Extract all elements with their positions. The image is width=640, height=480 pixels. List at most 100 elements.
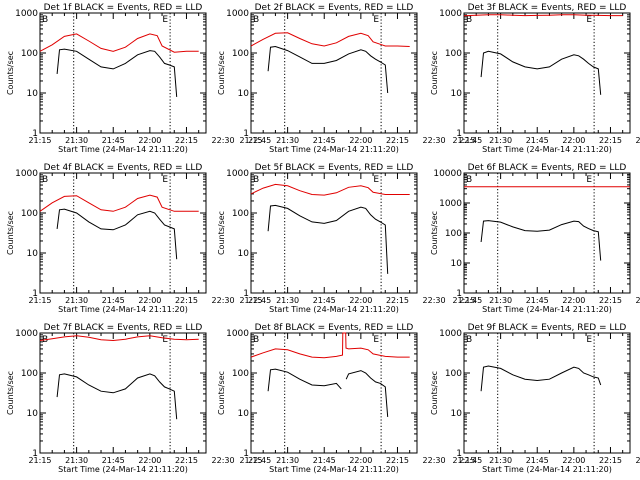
series-events-line <box>480 220 602 261</box>
x-tick-label: 21:45 <box>526 456 549 465</box>
y-tick-label: 10 <box>451 409 463 419</box>
x-tick-label: 21:30 <box>65 456 88 465</box>
marker-b: B <box>42 15 48 25</box>
panel-det-6: Det 6f BLACK = Events, RED = LLD 1 10 100 10… <box>430 163 640 314</box>
x-tick-label: 21:30 <box>489 456 512 465</box>
y-tick-label: 10 <box>27 89 39 99</box>
x-tick-label: 21:45 <box>313 296 336 305</box>
panel-det-5: Det 5f BLACK = Events, RED = LLD 1 10 100 10… <box>217 163 482 314</box>
y-tick-label: 10 <box>27 409 39 419</box>
x-tick-label: 21:30 <box>276 456 299 465</box>
y-tick-label: 1000 <box>439 199 462 209</box>
x-tick-label: 21:30 <box>489 136 512 145</box>
x-tick-label: 22:30 <box>423 296 446 305</box>
y-tick-label: 10 <box>27 249 39 259</box>
x-tick-label: 22:30 <box>212 136 235 145</box>
x-axis-label: Start Time (24-Mar-14 21:11:20) <box>269 145 399 154</box>
x-tick-label: 22:15 <box>599 456 622 465</box>
y-tick-label: 100 <box>232 209 249 219</box>
panel-title: Det 9f BLACK = Events, RED = LLD <box>468 323 627 333</box>
panel-det-9: Det 9f BLACK = Events, RED = LLD 1 10 100 10… <box>430 323 640 474</box>
marker-b: B <box>253 335 259 345</box>
x-axis-label: Start Time (24-Mar-14 21:11:20) <box>482 145 612 154</box>
y-tick-label: 100 <box>232 369 249 379</box>
marker-e: E <box>586 335 592 345</box>
y-tick-label: 10 <box>451 259 463 269</box>
y-tick-label: 1000 <box>226 329 249 339</box>
x-tick-label: 22:15 <box>175 296 198 305</box>
x-tick-label: 22:15 <box>386 456 409 465</box>
panel-title: Det 4f BLACK = Events, RED = LLD <box>44 163 203 173</box>
y-tick-label: 1000 <box>439 9 462 19</box>
y-tick-label: 1 <box>243 129 249 139</box>
marker-e: E <box>586 175 592 185</box>
y-tick-label: 10 <box>451 89 463 99</box>
series-events-line <box>56 208 178 260</box>
y-tick-label: 100 <box>445 369 462 379</box>
series-lld-line <box>250 332 410 359</box>
x-tick-label: 21:45 <box>526 136 549 145</box>
x-axis-label: Start Time (24-Mar-14 21:11:20) <box>58 465 188 474</box>
marker-b: B <box>466 175 472 185</box>
y-axis-label: Counts/sec <box>430 51 439 95</box>
plot-frame <box>463 172 631 294</box>
panel-det-7: Det 7f BLACK = Events, RED = LLD 1 10 100 10… <box>6 323 271 474</box>
y-tick-label: 1000 <box>439 329 462 339</box>
y-axis-label: Counts/sec <box>430 371 439 415</box>
panel-title: Det 1f BLACK = Events, RED = LLD <box>44 3 203 13</box>
panel-title: Det 8f BLACK = Events, RED = LLD <box>255 323 414 333</box>
x-axis-label: Start Time (24-Mar-14 21:11:20) <box>269 305 399 314</box>
x-tick-label: 22:00 <box>349 296 372 305</box>
x-axis-label: Start Time (24-Mar-14 21:11:20) <box>58 145 188 154</box>
x-tick-label: 22:00 <box>562 456 585 465</box>
x-tick-label: 22:15 <box>175 456 198 465</box>
marker-b: B <box>253 15 259 25</box>
panel-title: Det 6f BLACK = Events, RED = LLD <box>468 163 627 173</box>
panel-title: Det 5f BLACK = Events, RED = LLD <box>255 163 414 173</box>
panel-det-1: Det 1f BLACK = Events, RED = LLD 1 10 100 10… <box>6 3 271 154</box>
y-tick-label: 1000 <box>15 169 38 179</box>
x-tick-label: 21:30 <box>276 136 299 145</box>
panel-title: Det 3f BLACK = Events, RED = LLD <box>468 3 627 13</box>
x-tick-label: 22:15 <box>386 296 409 305</box>
x-tick-label: 21:15 <box>452 136 475 145</box>
plot-frame <box>250 12 418 134</box>
y-tick-label: 1 <box>243 449 249 459</box>
series-events-line <box>480 50 602 95</box>
x-tick-label: 21:45 <box>102 456 125 465</box>
y-tick-label: 10 <box>238 89 250 99</box>
x-tick-label: 22:45 <box>248 456 271 465</box>
marker-e: E <box>373 335 379 345</box>
x-tick-label: 21:15 <box>28 456 51 465</box>
series-events-line <box>56 48 178 97</box>
x-tick-label: 22:00 <box>562 136 585 145</box>
x-tick-label: 22:30 <box>636 456 640 465</box>
y-tick-label: 100 <box>232 49 249 59</box>
y-axis-label: Counts/sec <box>217 211 226 255</box>
y-tick-label: 1000 <box>15 9 38 19</box>
plot-frame <box>39 12 207 134</box>
x-tick-label: 22:45 <box>248 296 271 305</box>
y-axis-label: Counts/sec <box>430 211 439 255</box>
x-tick-label: 22:45 <box>248 136 271 145</box>
y-axis-label: Counts/sec <box>6 211 15 255</box>
x-tick-label: 21:30 <box>65 296 88 305</box>
series-events-line <box>480 365 602 392</box>
x-tick-label: 21:15 <box>452 296 475 305</box>
x-tick-label: 22:30 <box>423 456 446 465</box>
x-tick-label: 22:00 <box>349 456 372 465</box>
x-tick-label: 21:15 <box>452 456 475 465</box>
panel-det-2: Det 2f BLACK = Events, RED = LLD 1 10 100 10… <box>217 3 482 154</box>
y-tick-label: 1 <box>32 289 38 299</box>
y-tick-label: 1 <box>32 449 38 459</box>
x-tick-label: 21:30 <box>65 136 88 145</box>
y-tick-label: 100 <box>445 49 462 59</box>
series-events-line <box>267 204 389 274</box>
panel-title: Det 2f BLACK = Events, RED = LLD <box>255 3 414 13</box>
x-tick-label: 22:00 <box>138 136 161 145</box>
x-tick-label: 21:30 <box>276 296 299 305</box>
x-tick-label: 21:15 <box>28 136 51 145</box>
y-axis-label: Counts/sec <box>217 371 226 415</box>
x-tick-label: 22:30 <box>423 136 446 145</box>
x-tick-label: 21:15 <box>239 456 262 465</box>
